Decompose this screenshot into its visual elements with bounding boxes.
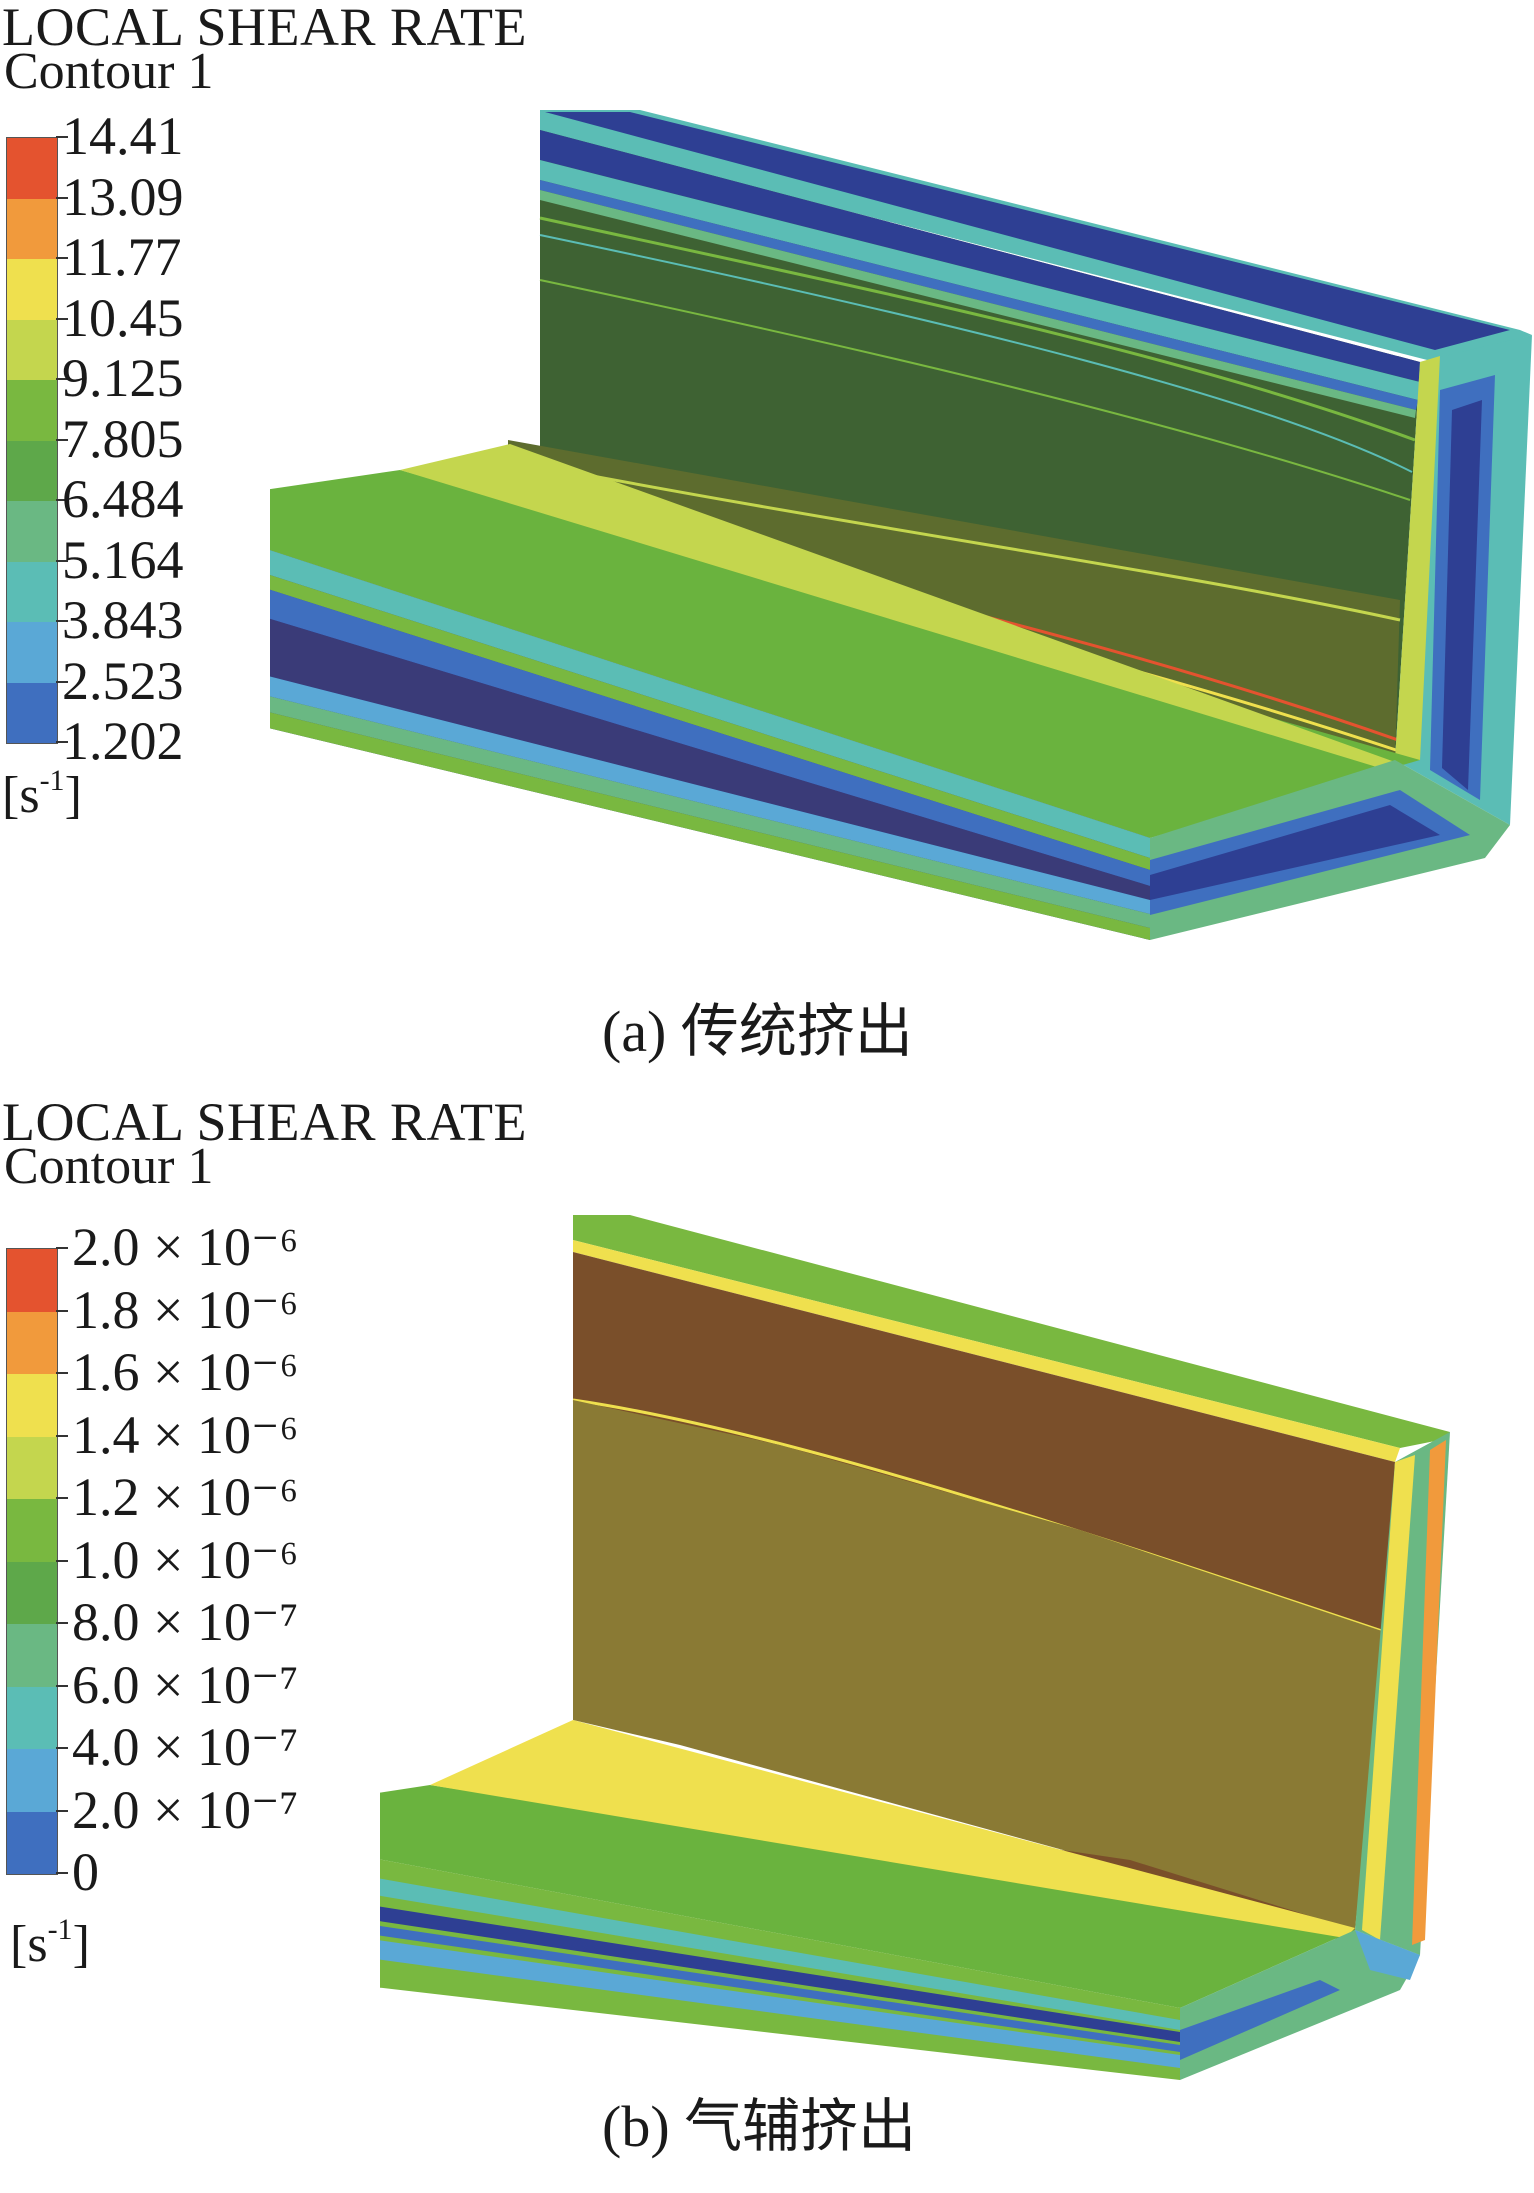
colorbar-swatch [7,561,57,622]
colorbar-tick-label: 1.8 × 10⁻⁶ [72,1279,299,1340]
colorbar-swatch [7,622,57,683]
panel-traditional-extrusion: LOCAL SHEAR RATE Contour 1 14.41 13.09 11.… [0,0,1534,1090]
colorbar-tick-label: 8.0 × 10⁻⁷ [72,1592,299,1652]
colorbar-tick-label: 1.2 × 10⁻⁶ [72,1467,299,1527]
shear-rate-contour-model [380,1215,1450,2080]
colorbar-swatch [7,1624,57,1687]
colorbar-tick-mark [56,1372,68,1374]
colorbar-swatch [7,440,57,501]
colorbar-swatch [7,1436,57,1499]
colorbar-tick-label: 9.125 [62,348,184,408]
colorbar-tick-mark [56,559,68,562]
colorbar-swatch [7,1249,57,1312]
colorbar-tick-mark [56,1872,68,1874]
colorbar-tick-label: 2.523 [62,650,184,711]
colorbar-tick-mark [56,1247,68,1249]
colorbar-swatch [7,1686,57,1749]
colorbar-tick-label: 3.843 [62,590,184,650]
colorbar-tick-mark [56,1747,68,1749]
colorbar-tick-mark [56,1309,68,1312]
colorbar-tick-mark [56,741,68,743]
colorbar-tick-mark [56,1497,68,1499]
colorbar-tick-label: 1.6 × 10⁻⁶ [72,1342,299,1402]
colorbar-tick-mark [56,317,68,320]
legend-subtitle: Contour 1 [4,43,214,100]
colorbar-tick-mark [56,1622,68,1624]
legend-subtitle: Contour 1 [4,1138,214,1195]
colorbar-tick-mark [56,378,68,380]
unit-label: [s-1] [10,1913,90,1973]
colorbar-tick-label: 1.4 × 10⁻⁶ [72,1404,299,1465]
colorbar-swatch [7,198,57,259]
legend-title: LOCAL SHEAR RATE [2,1092,528,1152]
panel-gas-assisted-extrusion: LOCAL SHEAR RATE Contour 1 2.0 × 10⁻⁶ 1.8… [0,1095,1534,2193]
caption: (a) 传统挤出 [602,999,913,1064]
wall-face-upper [573,1252,1395,1632]
colorbar-tick-mark [56,196,68,199]
colorbar-swatch [7,1749,57,1812]
colorbar-swatch [7,319,57,380]
colorbar-tick-mark [56,499,68,501]
colorbar-swatch [7,380,57,441]
colorbar-swatch [7,138,57,199]
colorbar-tick-mark [56,1559,68,1562]
colorbar-tick-mark [56,1434,68,1437]
colorbar-swatch [7,1311,57,1374]
colorbar-tick-label: 1.0 × 10⁻⁶ [72,1529,299,1590]
colorbar-tick-label: 6.484 [62,469,184,529]
caption: (b) 气辅挤出 [602,2094,917,2159]
base-top-face [270,470,1420,838]
colorbar-tick-mark [56,136,68,138]
colorbar-tick-label: 1.202 [62,711,184,771]
colorbar-swatch [7,682,57,743]
colorbar-tick-label: 7.805 [62,408,184,469]
colorbar-swatch [7,1499,57,1562]
wall-face-lower [573,1400,1385,1930]
colorbar-tick-label: 4.0 × 10⁻⁷ [72,1717,299,1777]
colorbar-tick-mark [56,680,68,683]
colorbar-tick-label: 10.45 [62,287,184,348]
colorbar-tick-mark [56,257,68,259]
colorbar-tick-label: 2.0 × 10⁻⁶ [72,1217,299,1277]
legend-title: LOCAL SHEAR RATE [2,0,528,57]
unit-label: [s-1] [2,764,82,824]
colorbar-tick-label: 6.0 × 10⁻⁷ [72,1654,299,1715]
colorbar-tick-label: 13.09 [62,166,184,227]
colorbar-swatch [7,259,57,320]
colorbar-swatch [7,1561,57,1624]
shear-rate-contour-model [270,110,1532,940]
colorbar [6,1248,58,1875]
colorbar-swatch [7,1374,57,1437]
colorbar-swatch [7,1811,57,1874]
colorbar [6,137,58,744]
colorbar-tick-label: 2.0 × 10⁻⁷ [72,1779,299,1840]
colorbar-tick-label: 5.164 [62,529,184,590]
colorbar-tick-mark [56,1684,68,1687]
colorbar-tick-mark [56,438,68,441]
colorbar-swatch [7,501,57,562]
colorbar-tick-mark [56,620,68,622]
colorbar-tick-label: 14.41 [62,106,184,166]
colorbar-tick-mark [56,1809,68,1812]
base-top-face [380,1785,1355,2008]
colorbar-tick-label: 0 [72,1842,99,1902]
wall-top-edge [573,1215,1450,1448]
colorbar-tick-label: 11.77 [62,227,182,287]
